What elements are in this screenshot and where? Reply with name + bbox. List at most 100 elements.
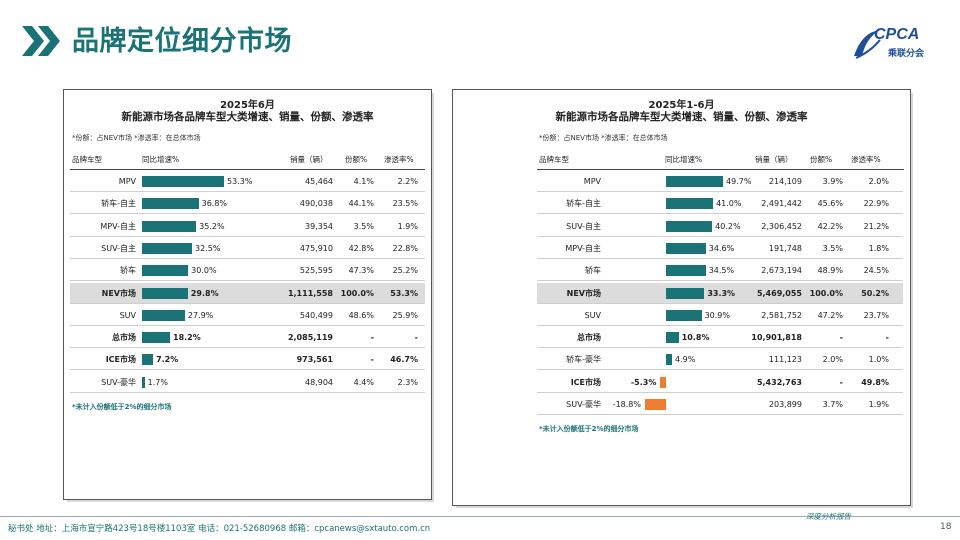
row-divider (70, 302, 425, 304)
table-row: 总市场 10.8% 10,901,818 - - (537, 327, 903, 349)
table-row: MPV 49.7% 214,109 3.9% 2.0% (537, 171, 903, 192)
penetration-value: 50.2% (861, 288, 889, 298)
row-divider (537, 324, 903, 326)
row-divider (70, 324, 425, 326)
category-label: 轿车 (585, 266, 601, 276)
header-sales: 销量（辆） (290, 155, 328, 164)
growth-label: 30.9% (704, 310, 730, 320)
logo-subtext: 乘联分会 (888, 49, 925, 59)
growth-label: 49.7% (726, 177, 752, 186)
sales-value: 2,673,194 (761, 266, 802, 276)
table-row: SUV 27.9% 540,499 48.6% 25.9% (70, 305, 425, 326)
penetration-value: 22.8% (392, 243, 418, 253)
panel-footnote: *未计入份额低于2%的细分市场 (539, 425, 639, 433)
share-value: 4.4% (353, 377, 374, 387)
category-label: 总市场 (112, 333, 136, 343)
header-growth: 同比增速% (142, 155, 180, 164)
growth-bar (142, 265, 189, 277)
sales-value: 490,038 (299, 199, 333, 209)
row-divider (537, 257, 903, 259)
row-divider (537, 191, 903, 192)
footer-slogan: 深度分析报告 (806, 512, 851, 521)
table-row: MPV-自主 34.6% 191,748 3.5% 1.8% (537, 238, 903, 259)
growth-bar (142, 332, 170, 344)
table-row: 轿车 34.5% 2,673,194 48.9% 24.5% (537, 260, 903, 282)
table-row: 轿车-自主 41.0% 2,491,442 45.6% 22.9% (537, 193, 903, 215)
penetration-value: 25.9% (392, 310, 418, 320)
share-value: 4.1% (353, 177, 374, 186)
growth-label: 30.0% (191, 266, 217, 276)
penetration-value: 2.2% (397, 177, 418, 186)
penetration-value: 22.9% (863, 199, 889, 209)
category-label: SUV (584, 310, 601, 320)
row-divider (537, 235, 903, 237)
share-value: 48.9% (817, 266, 843, 276)
share-value: 2.0% (822, 355, 843, 365)
logo-text: CPCA (874, 26, 920, 43)
category-label: ICE市场 (105, 355, 136, 365)
header-share: 份额% (810, 155, 833, 164)
panel-period: 2025年1-6月 (648, 100, 715, 111)
growth-label: 34.5% (708, 266, 735, 276)
growth-bar (666, 198, 714, 210)
growth-bar (666, 332, 679, 344)
table-row: NEV市场 29.8% 1,111,558 100.0% 53.3% (70, 282, 425, 304)
sales-value: 540,499 (299, 310, 333, 320)
table-row: SUV-自主 40.2% 2,306,452 42.2% 21.2% (537, 216, 903, 237)
share-value: 100.0% (809, 288, 843, 298)
panel-period: 2025年6月 (220, 100, 275, 111)
table-row: ICE市场 -5.3% 5,432,763 - 49.8% (537, 372, 903, 393)
share-value: - (370, 333, 374, 343)
header-category: 品牌车型 (539, 155, 569, 164)
page-number: 18 (940, 522, 952, 532)
growth-bar (142, 198, 199, 210)
category-label: MPV (118, 177, 136, 186)
panel-title: 新能源市场各品牌车型大类增速、销量、份额、渗透率 (555, 111, 808, 123)
growth-label: 4.9% (674, 355, 696, 365)
chevron-arrows-icon (22, 26, 60, 56)
sales-value: 973,561 (296, 355, 333, 365)
row-divider (537, 391, 903, 393)
growth-bar (142, 220, 197, 232)
table-row: MPV 53.3% 45,464 4.1% 2.2% (70, 171, 425, 192)
row-divider (537, 369, 903, 371)
growth-bar (666, 287, 705, 299)
growth-bar (142, 287, 188, 299)
sales-value: 203,899 (768, 400, 802, 409)
table-row: NEV市场 33.3% 5,469,055 100.0% 50.2% (537, 282, 903, 304)
penetration-value: 23.7% (863, 310, 889, 320)
growth-label: -18.8% (612, 400, 641, 409)
row-divider (70, 257, 425, 259)
growth-label: 36.8% (201, 199, 228, 209)
header-share: 份额% (345, 155, 368, 164)
header-rule (70, 169, 425, 170)
swoosh-icon (854, 30, 881, 59)
row-divider (537, 347, 903, 349)
penetration-value: - (885, 333, 889, 343)
table-row: SUV-豪华 1.7% 48,904 4.4% 2.3% (70, 372, 425, 393)
growth-bar (666, 354, 672, 366)
panel-note: *份额：占NEV市场 *渗透率：在总体市场 (72, 134, 201, 142)
sales-value: 475,910 (299, 243, 333, 253)
footer-contact: 秘书处 地址：上海市宣宁路423号18号楼1103室 电话：021-526809… (8, 524, 431, 534)
share-value: 42.8% (348, 243, 374, 253)
row-divider (537, 280, 903, 282)
penetration-value: - (414, 333, 418, 343)
share-value: 42.2% (817, 221, 843, 231)
share-value: 48.6% (348, 310, 374, 320)
table-row: 轿车-自主 36.8% 490,038 44.1% 23.5% (70, 193, 425, 215)
panel-note: *份额：占NEV市场 *渗透率：在总体市场 (539, 134, 668, 142)
share-value: - (370, 355, 374, 365)
growth-label: 34.6% (708, 243, 735, 253)
sales-value: 10,901,818 (751, 333, 802, 343)
penetration-value: 23.5% (392, 199, 418, 209)
sales-value: 214,109 (768, 177, 802, 186)
growth-bar (142, 242, 192, 254)
share-value: 3.5% (822, 243, 843, 253)
table-row: SUV-自主 32.5% 475,910 42.8% 22.8% (70, 238, 425, 259)
growth-label: 29.8% (190, 288, 219, 298)
penetration-value: 1.9% (397, 221, 418, 231)
sales-value: 2,491,442 (761, 199, 802, 209)
sales-value: 2,085,119 (287, 333, 333, 343)
row-divider (537, 302, 903, 304)
